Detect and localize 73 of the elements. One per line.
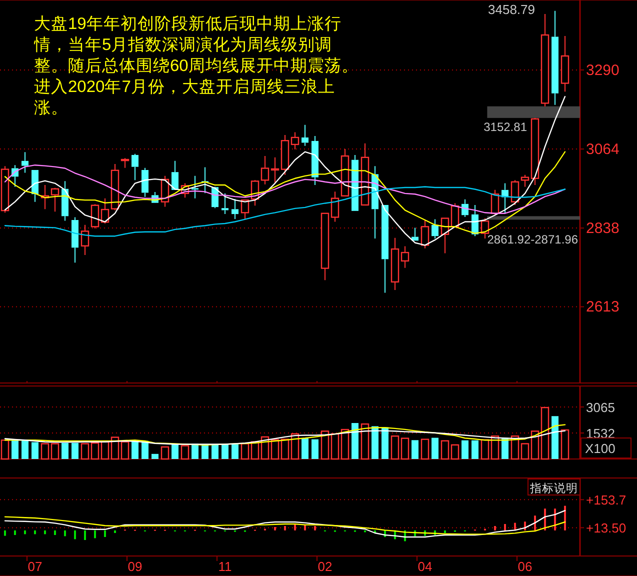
bar	[540, 406, 550, 460]
x-tick-label: 06	[518, 559, 532, 574]
bar	[34, 530, 36, 534]
y-tick-label: +153.7	[586, 492, 626, 508]
bar	[564, 506, 566, 530]
bar	[560, 429, 570, 460]
bar	[180, 445, 190, 460]
bar	[40, 443, 50, 460]
annotation: 3458.79	[488, 2, 535, 17]
bar	[240, 443, 250, 460]
bar	[44, 530, 46, 534]
annotation: 指标说明	[529, 482, 578, 495]
bar	[400, 438, 410, 460]
line-series	[4, 510, 566, 538]
bar	[284, 526, 286, 530]
band-label: 2861.92-2871.96	[487, 232, 578, 247]
bar	[50, 443, 60, 460]
bar	[480, 439, 490, 460]
x-tick-label: 04	[418, 559, 432, 574]
bar	[84, 530, 86, 540]
line-series	[4, 516, 566, 535]
bar	[100, 441, 110, 460]
bar	[160, 446, 170, 460]
y-tick-label: +13.50	[586, 520, 626, 536]
bar	[114, 530, 116, 533]
bar	[314, 526, 316, 530]
bar	[450, 444, 460, 460]
y-tick-label: 2613	[586, 298, 620, 316]
bar	[270, 439, 280, 460]
bar	[14, 530, 16, 535]
bar	[74, 530, 76, 540]
bar	[274, 527, 276, 530]
x-tick-label: 07	[28, 559, 42, 574]
bar	[4, 530, 6, 536]
bar	[120, 441, 130, 460]
bar	[64, 530, 66, 536]
bar	[330, 433, 340, 460]
y-tick-label: 3290	[586, 62, 620, 79]
line-series	[4, 430, 566, 445]
bar	[0, 440, 10, 460]
text: X100	[585, 441, 616, 456]
bar	[420, 438, 430, 460]
bar	[104, 530, 106, 537]
bar	[280, 438, 290, 460]
bar	[90, 442, 100, 460]
band-label: 3152.81	[484, 120, 528, 134]
candlestick	[400, 246, 410, 268]
y-tick-label: 3065	[586, 400, 615, 415]
bar	[54, 530, 56, 535]
candlestick	[260, 156, 270, 185]
candlestick	[290, 132, 300, 150]
line-series	[4, 424, 566, 446]
bar	[494, 526, 496, 530]
bar	[440, 440, 450, 460]
bar	[360, 423, 370, 460]
bar	[390, 435, 400, 460]
candlestick	[390, 237, 400, 290]
bar	[320, 430, 330, 460]
bar	[520, 443, 530, 460]
bar	[94, 530, 96, 538]
bar	[504, 524, 506, 530]
bar	[530, 430, 540, 460]
candlestick	[270, 156, 280, 184]
bar	[340, 428, 350, 460]
y-tick-label: 2838	[586, 220, 620, 238]
bar	[444, 530, 446, 533]
x-tick-label: 11	[218, 559, 232, 574]
bar	[80, 443, 90, 460]
bar	[24, 530, 26, 534]
y-tick-label: 3064	[586, 141, 620, 158]
x-tick-label: 02	[318, 559, 332, 574]
x-tick-label: 09	[128, 559, 142, 574]
bar	[110, 436, 120, 460]
